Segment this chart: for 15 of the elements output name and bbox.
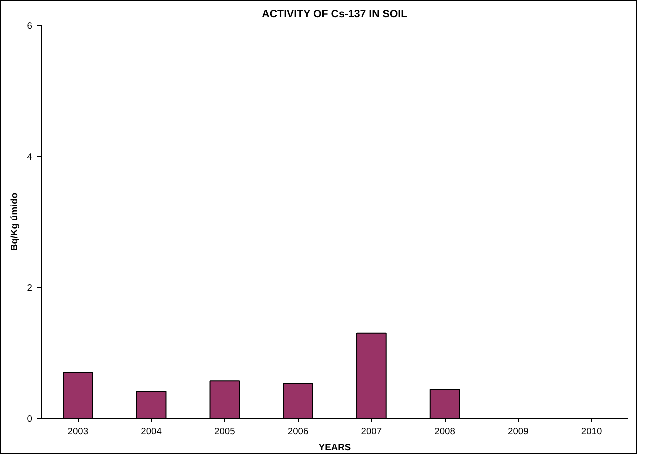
- y-tick-label: 6: [27, 21, 33, 31]
- x-tick-label: 2005: [214, 426, 236, 436]
- x-tick-label: 2007: [361, 426, 382, 436]
- x-tick-label: 2006: [288, 426, 309, 436]
- x-tick-label: 2008: [434, 426, 456, 436]
- x-tick-label: 2010: [581, 426, 602, 436]
- chart-title: ACTIVITY OF Cs-137 IN SOIL: [262, 8, 408, 20]
- x-tick-label: 2004: [141, 426, 162, 436]
- y-tick-label: 0: [27, 414, 33, 424]
- y-axis-title: Bq/Kg úmido: [9, 192, 20, 252]
- y-tick-label: 2: [27, 283, 33, 293]
- x-axis-title: YEARS: [318, 442, 352, 452]
- x-tick-label: 2009: [508, 426, 529, 436]
- x-tick-label: 2003: [68, 426, 89, 436]
- y-tick-label: 4: [27, 152, 33, 162]
